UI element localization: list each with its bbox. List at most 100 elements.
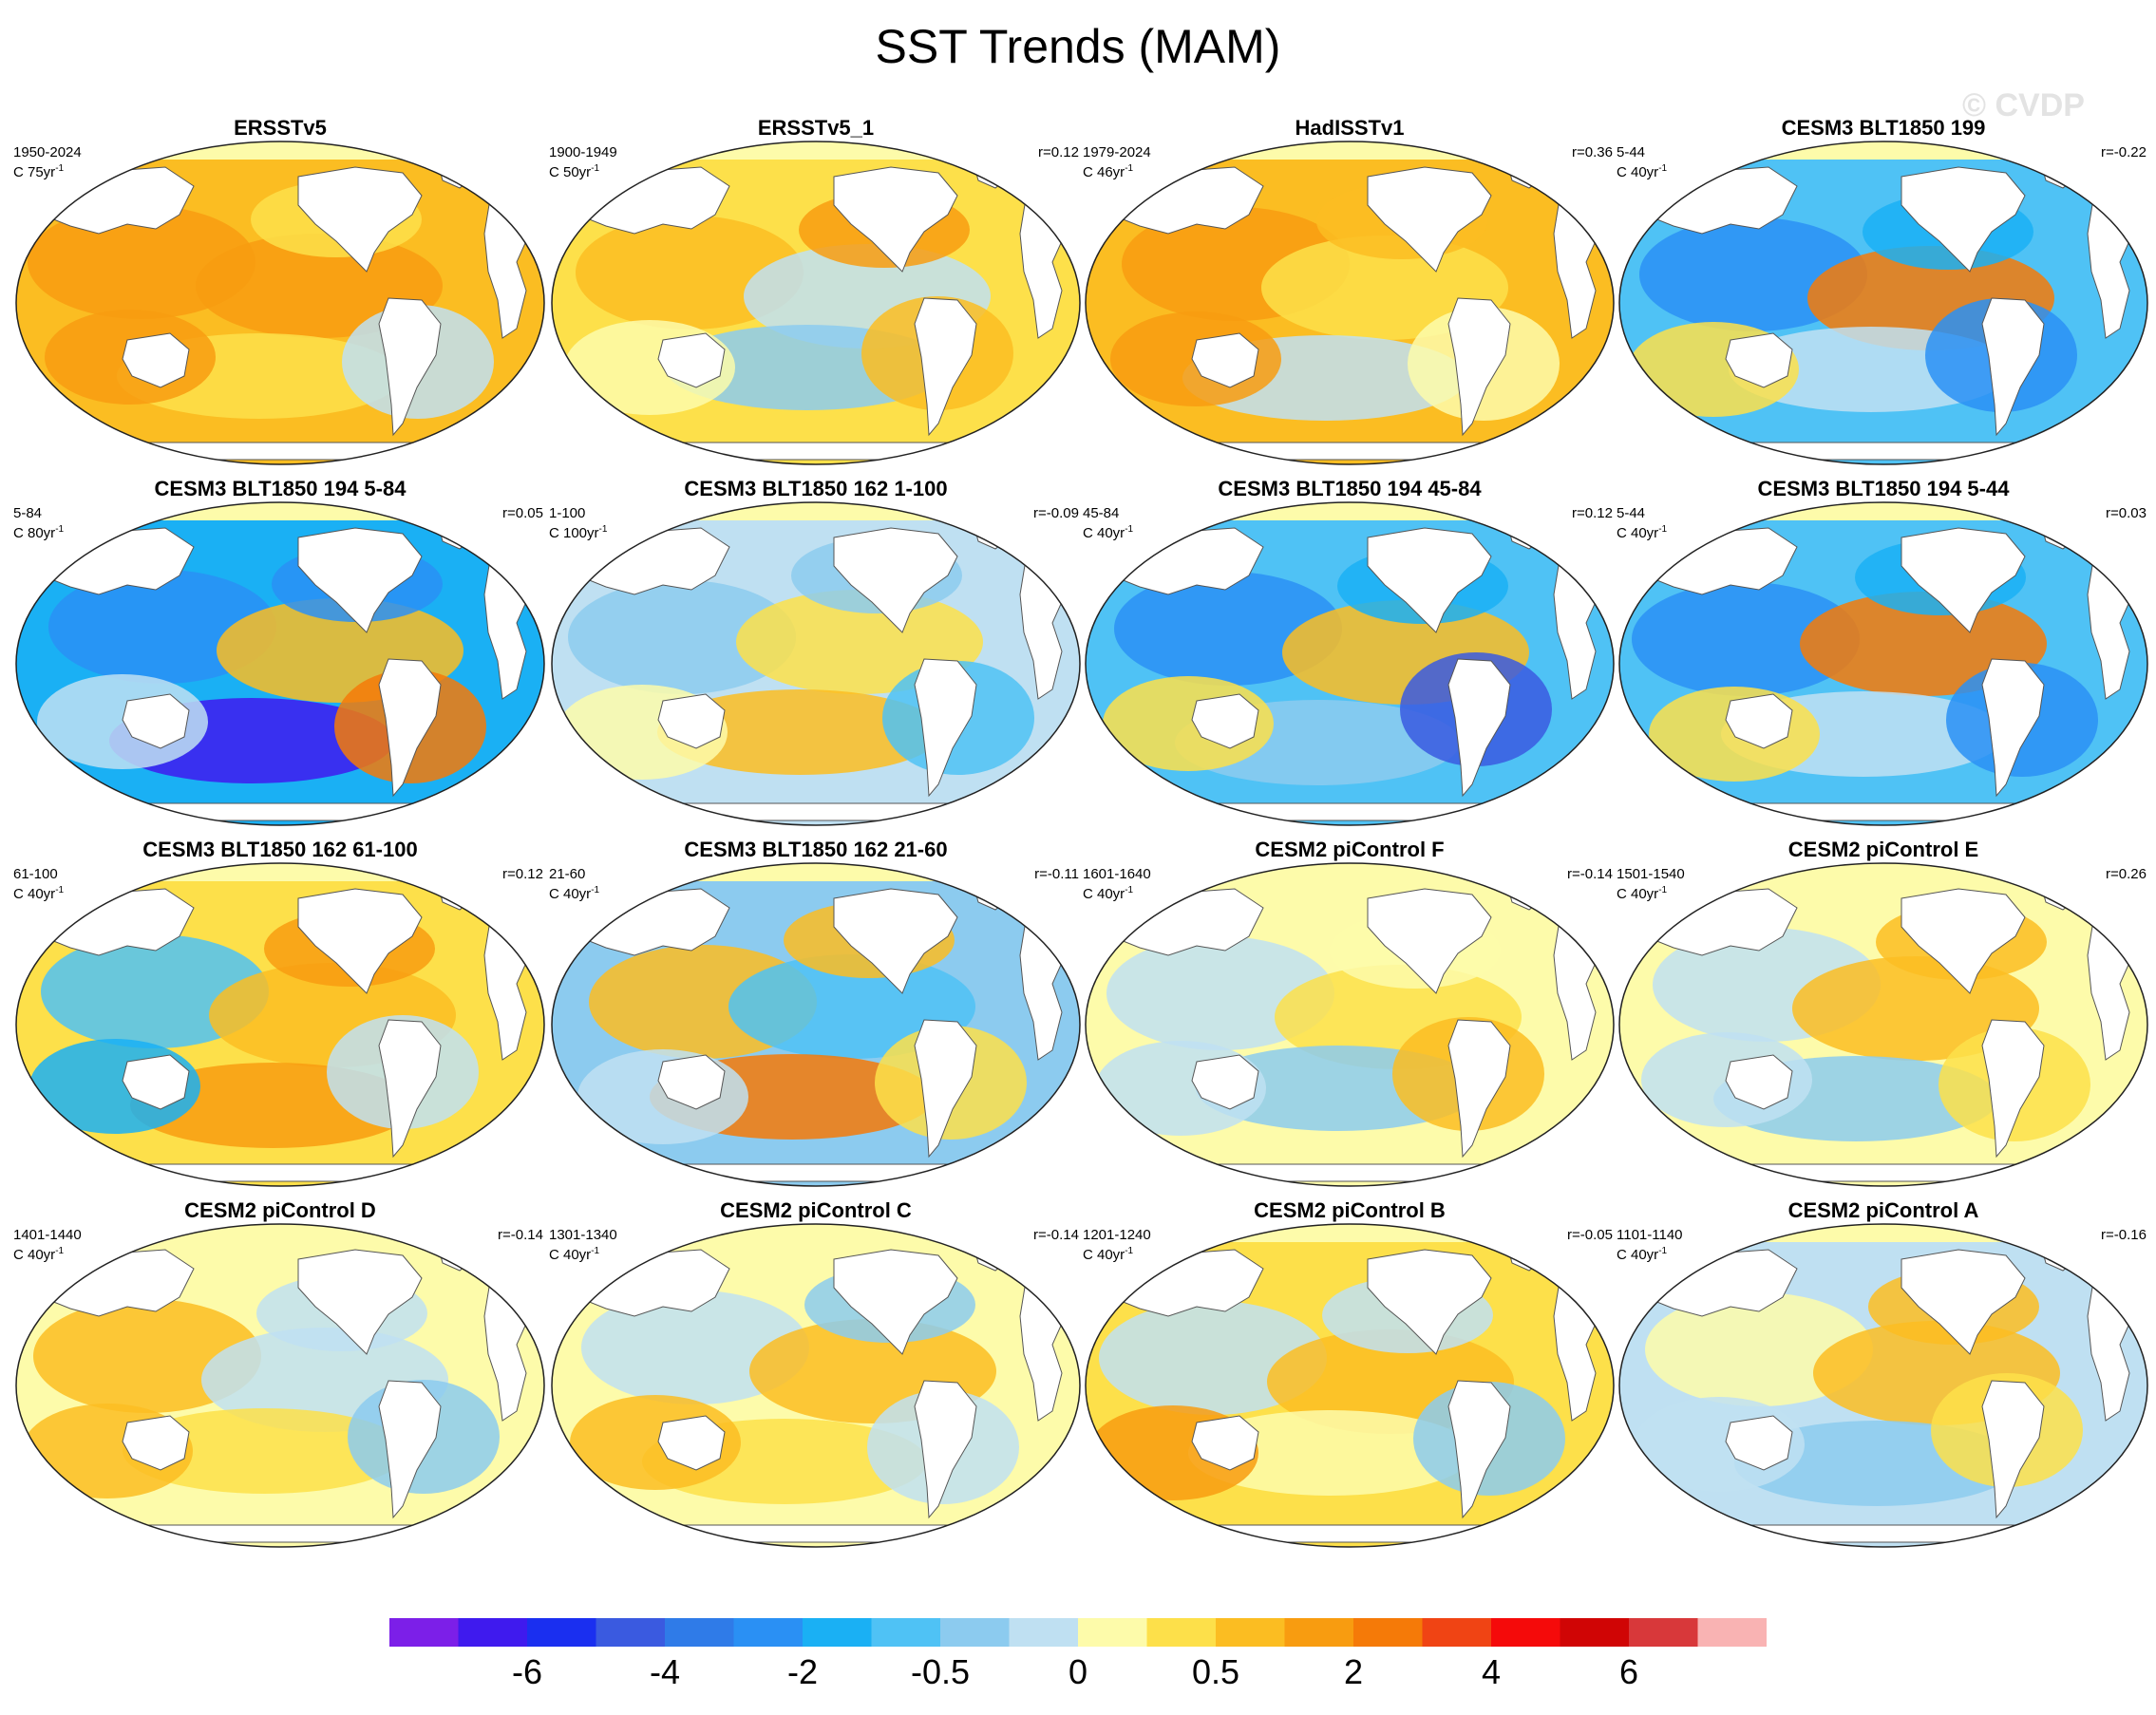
- panel-title: CESM2 piControl B: [1254, 1198, 1446, 1222]
- panel-years: 1601-1640: [1083, 866, 1151, 882]
- map-panel: CESM3 BLT1850 199 5-44 C 40yr-1 r=-0.22: [1617, 116, 2150, 467]
- panel-years: 61-100: [13, 866, 58, 882]
- land-mask: [914, 1019, 977, 1159]
- panel-units: C 40yr-1: [1083, 524, 1134, 541]
- panel-title: CESM3 BLT1850 194 5-84: [154, 477, 407, 500]
- panel-units-text: C 40yr: [1083, 1247, 1125, 1263]
- panel-units-text: C 50yr: [549, 164, 592, 180]
- land-mask: [1158, 802, 1540, 821]
- map-border: [551, 862, 1081, 1187]
- map-panel: CESM3 BLT1850 194 45-84 45-84 C 40yr-1 r=0.…: [1083, 477, 1617, 828]
- panel-units-text: C 40yr: [1617, 164, 1659, 180]
- sst-trend-map: [15, 862, 545, 1187]
- colorbar-label: -4: [649, 1652, 680, 1691]
- panel-correlation: r=-0.14: [1033, 1227, 1079, 1243]
- map-panel: ERSSTv5_1 1900-1949 C 50yr-1 r=0.12: [549, 116, 1083, 467]
- sst-trend-map: [1085, 501, 1615, 826]
- map-panel: CESM3 BLT1850 194 5-44 5-44 C 40yr-1 r=0.03: [1617, 477, 2150, 828]
- panel-correlation: r=0.12: [1572, 505, 1613, 521]
- map-border: [15, 1223, 545, 1548]
- panel-correlation: r=0.12: [1038, 144, 1079, 160]
- panel-units-text: C 40yr: [1617, 886, 1659, 902]
- panel-title: CESM3 BLT1850 199: [1781, 116, 1986, 140]
- colorbar-swatch: [733, 1618, 804, 1647]
- panel-correlation: r=0.12: [502, 866, 543, 882]
- land-mask: [1725, 1054, 1793, 1110]
- colorbar-swatch: [1491, 1618, 1560, 1647]
- map-border: [551, 501, 1081, 826]
- colorbar-label: 0.5: [1191, 1652, 1240, 1691]
- colorbar: [389, 1618, 1767, 1647]
- land-mask: [1447, 297, 1511, 437]
- colorbar-label: 0: [1068, 1652, 1088, 1691]
- land-mask: [657, 693, 726, 749]
- panel-units-text: C 80yr: [13, 525, 56, 541]
- sst-anomaly-patch: [728, 954, 975, 1059]
- panel-correlation: r=0.05: [502, 505, 543, 521]
- sst-anomaly-patch: [568, 580, 796, 694]
- land-mask: [657, 1054, 726, 1110]
- panel-units: C 40yr-1: [1083, 1246, 1134, 1263]
- colorbar-swatch: [803, 1618, 872, 1647]
- map-panel: HadISSTv1 1979-2024 C 46yr-1 r=0.36: [1083, 116, 1617, 467]
- panel-units-text: C 40yr: [1617, 525, 1659, 541]
- land-mask: [1981, 1019, 2045, 1159]
- land-mask: [297, 888, 423, 994]
- sst-trend-map: [1618, 1223, 2148, 1548]
- colorbar-swatch: [1284, 1618, 1354, 1647]
- land-mask: [1981, 297, 2045, 437]
- map-panel: CESM2 piControl D 1401-1440 C 40yr-1 r=-0.1…: [13, 1198, 547, 1550]
- land-mask: [1981, 658, 2045, 798]
- sst-trend-map: [1085, 862, 1615, 1187]
- land-mask: [1367, 527, 1492, 633]
- panel-units: C 40yr-1: [13, 885, 65, 902]
- panel-units-text: C 75yr: [13, 164, 56, 180]
- panel-years: 45-84: [1083, 505, 1120, 521]
- panel-units: C 40yr-1: [1617, 885, 1668, 902]
- land-mask: [833, 888, 958, 994]
- sst-anomaly-patch: [657, 689, 942, 775]
- panel-units-text: C 40yr: [13, 1247, 56, 1263]
- sst-trend-map: [1618, 501, 2148, 826]
- land-mask: [1725, 693, 1793, 749]
- map-panel: CESM3 BLT1850 162 21-60 21-60 C 40yr-1 r=-0…: [549, 838, 1083, 1189]
- sst-trend-map: [551, 862, 1081, 1187]
- sst-trend-map: [551, 141, 1081, 465]
- land-mask: [624, 802, 1006, 821]
- colorbar-swatch: [871, 1618, 941, 1647]
- panel-title: CESM3 BLT1850 194 45-84: [1218, 477, 1482, 500]
- land-mask: [1981, 1380, 2045, 1519]
- colorbar-label: -2: [786, 1652, 818, 1691]
- panel-units: C 40yr-1: [1617, 524, 1668, 541]
- land-mask: [914, 1380, 977, 1519]
- land-mask: [657, 1415, 726, 1471]
- land-mask: [1692, 1524, 2073, 1543]
- panel-title: ERSSTv5: [234, 116, 327, 140]
- panel-title: ERSSTv5_1: [757, 116, 875, 140]
- land-mask: [122, 1415, 190, 1471]
- map-panel: CESM2 piControl E 1501-1540 C 40yr-1 r=0.26: [1617, 838, 2150, 1189]
- sst-trend-map: [15, 141, 545, 465]
- panel-years: 1101-1140: [1617, 1227, 1683, 1243]
- panel-correlation: r=-0.11: [1034, 866, 1079, 882]
- land-mask: [378, 297, 442, 437]
- map-border: [15, 141, 545, 465]
- land-mask: [1191, 1054, 1259, 1110]
- sst-trend-map: [551, 501, 1081, 826]
- panel-title: CESM3 BLT1850 194 5-44: [1757, 477, 2010, 500]
- map-border: [1085, 501, 1615, 826]
- land-mask: [88, 1524, 470, 1543]
- panel-correlation: r=-0.22: [2101, 144, 2147, 160]
- panel-years: 1900-1949: [549, 144, 617, 160]
- panel-title: CESM2 piControl C: [720, 1198, 912, 1222]
- land-mask: [624, 1163, 1006, 1182]
- panel-units: C 50yr-1: [549, 163, 600, 180]
- land-mask: [88, 1163, 470, 1182]
- map-panel: CESM2 piControl F 1601-1640 C 40yr-1 r=-0.1…: [1083, 838, 1617, 1189]
- cvdp-watermark: © CVDP: [1962, 87, 2085, 123]
- sst-anomaly-patch: [1261, 236, 1508, 340]
- colorbar-label: 2: [1343, 1652, 1364, 1691]
- sst-trend-map: [15, 1223, 545, 1548]
- land-mask: [1692, 1163, 2073, 1182]
- panel-years: 1401-1440: [13, 1227, 82, 1243]
